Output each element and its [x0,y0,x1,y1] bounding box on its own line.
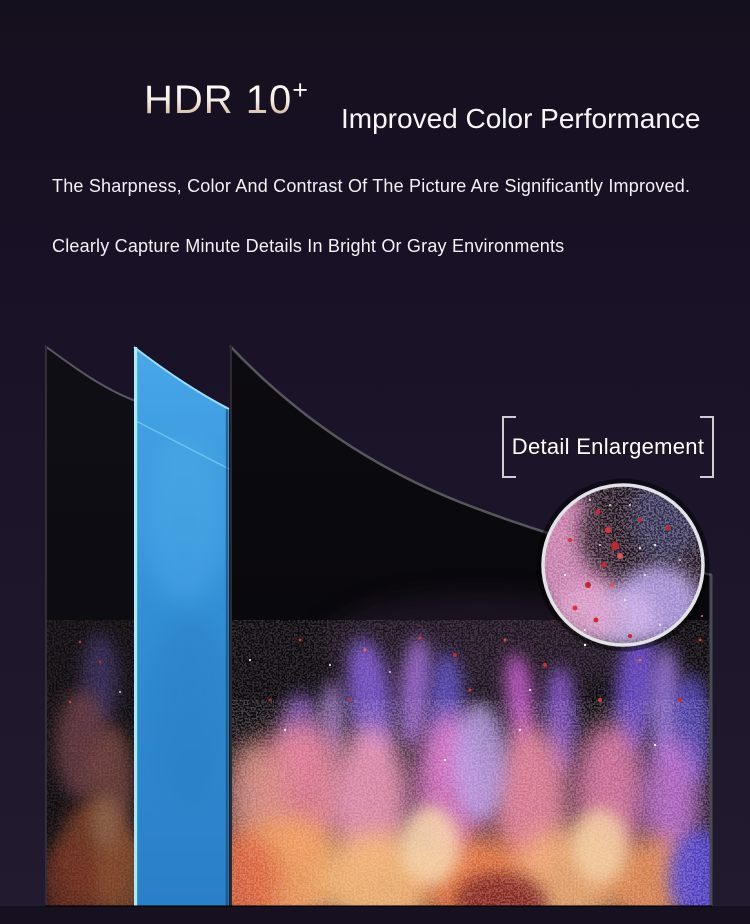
circle-border [541,483,705,647]
floor-strip [0,906,750,924]
feature-name: HDR 10 [144,78,293,122]
subtitle-line-1: The Sharpness, Color And Contrast Of The… [52,176,691,196]
subtitle-line-2: Clearly Capture Minute Details In Bright… [52,236,565,256]
rear-dim-panel [44,345,137,906]
feature-plus: + [292,75,309,105]
red-droplets [568,509,671,638]
detail-enlargement-label: Detail Enlargement [511,434,705,459]
blue-backlight-panel [133,346,230,906]
feature-title: HDR 10+ [144,76,308,122]
magnified-detail-circle [536,478,710,652]
hdr-screen-panel [229,345,713,906]
tagline: Improved Color Performance [341,103,701,134]
explosion-artwork [230,593,712,906]
bracket-left-icon [502,416,516,478]
detail-enlargement-callout: Detail Enlargement [502,416,714,478]
bracket-right-icon [700,416,714,478]
